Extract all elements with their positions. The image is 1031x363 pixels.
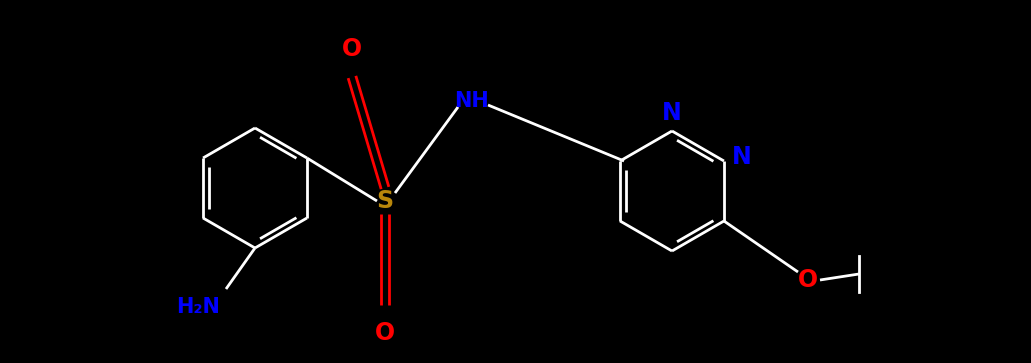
Text: N: N [732,145,752,169]
Text: O: O [342,37,362,61]
Text: S: S [376,189,394,213]
Text: O: O [375,321,395,345]
Text: H₂N: H₂N [176,297,220,317]
Text: O: O [798,268,818,292]
Text: N: N [662,101,681,125]
Text: NH: NH [455,91,490,111]
